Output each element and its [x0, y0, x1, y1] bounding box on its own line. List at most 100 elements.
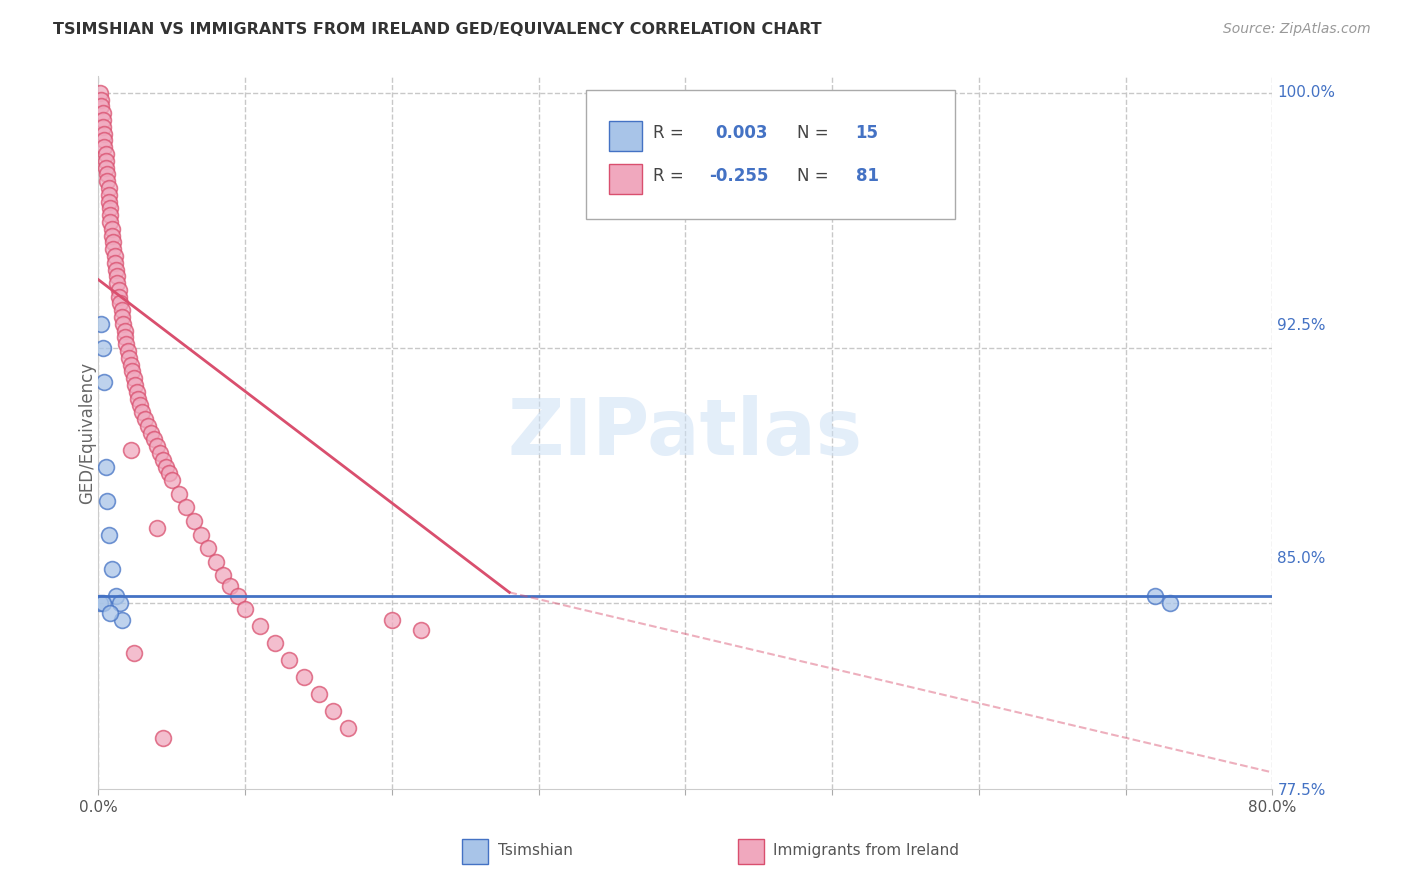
Point	[219, 578, 242, 592]
Point	[93, 133, 115, 147]
Point	[176, 500, 198, 515]
Point	[90, 93, 112, 107]
Text: N =: N =	[797, 167, 834, 185]
Point	[93, 140, 115, 154]
Point	[115, 337, 138, 351]
Point	[93, 127, 115, 141]
Point	[90, 317, 112, 331]
Point	[105, 262, 128, 277]
Point	[114, 324, 136, 338]
Point	[381, 613, 404, 627]
Point	[149, 446, 172, 460]
Point	[94, 161, 117, 175]
Y-axis label: GED/Equivalency: GED/Equivalency	[79, 361, 96, 504]
Point	[101, 242, 124, 256]
Point	[96, 167, 118, 181]
Point	[103, 256, 125, 270]
Point	[103, 249, 125, 263]
Point	[97, 527, 120, 541]
Bar	[463, 839, 488, 864]
Point	[336, 721, 359, 735]
Point	[108, 290, 131, 304]
Point	[98, 208, 121, 222]
Point	[111, 613, 134, 627]
Point	[122, 647, 145, 661]
Point	[157, 467, 180, 481]
Bar	[609, 163, 643, 194]
Text: 15: 15	[856, 124, 879, 142]
Point	[89, 595, 111, 609]
Point	[308, 687, 330, 701]
Point	[93, 375, 115, 389]
Point	[96, 174, 118, 188]
Point	[125, 384, 148, 399]
Point	[89, 86, 111, 100]
Text: 0.003: 0.003	[714, 124, 768, 142]
Point	[197, 541, 219, 556]
Point	[1159, 595, 1181, 609]
Point	[94, 459, 117, 474]
Point	[97, 194, 120, 209]
Point	[128, 399, 150, 413]
Bar	[609, 120, 643, 151]
Text: 81: 81	[856, 167, 879, 185]
Text: Source: ZipAtlas.com: Source: ZipAtlas.com	[1223, 22, 1371, 37]
Point	[190, 527, 212, 541]
Point	[131, 405, 153, 419]
Point	[249, 619, 271, 633]
Point	[226, 589, 249, 603]
Point	[411, 623, 433, 637]
Text: TSIMSHIAN VS IMMIGRANTS FROM IRELAND GED/EQUIVALENCY CORRELATION CHART: TSIMSHIAN VS IMMIGRANTS FROM IRELAND GED…	[53, 22, 823, 37]
Point	[112, 317, 135, 331]
Point	[134, 412, 156, 426]
Point	[152, 452, 174, 467]
Point	[117, 344, 139, 359]
Point	[141, 425, 163, 440]
Point	[114, 330, 136, 344]
Point	[146, 521, 169, 535]
Point	[96, 493, 118, 508]
Point	[121, 364, 143, 378]
Point	[90, 99, 112, 113]
Point	[97, 181, 120, 195]
Point	[98, 202, 121, 216]
Point	[205, 555, 228, 569]
Point	[94, 147, 117, 161]
Point	[91, 341, 114, 355]
Point	[212, 568, 235, 582]
Text: Tsimshian: Tsimshian	[498, 843, 572, 857]
Point	[110, 296, 132, 310]
Point	[108, 283, 131, 297]
Point	[124, 378, 146, 392]
Point	[118, 351, 141, 365]
Point	[111, 303, 134, 318]
Point	[233, 602, 256, 616]
Point	[127, 392, 149, 406]
Point	[91, 113, 114, 128]
Text: R =: R =	[652, 124, 689, 142]
Point	[98, 606, 121, 620]
Point	[91, 595, 114, 609]
Point	[110, 595, 132, 609]
Text: ZIPatlas: ZIPatlas	[508, 394, 863, 471]
Point	[143, 433, 166, 447]
Point	[136, 418, 159, 433]
Text: R =: R =	[652, 167, 689, 185]
Point	[160, 473, 183, 487]
Point	[111, 310, 134, 324]
Point	[94, 153, 117, 168]
Point	[167, 487, 190, 501]
Text: -0.255: -0.255	[709, 167, 768, 185]
Point	[97, 187, 120, 202]
Point	[322, 704, 344, 718]
Text: Immigrants from Ireland: Immigrants from Ireland	[773, 843, 959, 857]
Point	[105, 589, 128, 603]
Point	[100, 561, 122, 575]
Point	[1144, 589, 1167, 603]
Point	[263, 636, 285, 650]
Point	[183, 514, 205, 528]
Point	[100, 221, 122, 235]
Point	[91, 120, 114, 134]
Point	[152, 731, 174, 746]
Point	[120, 358, 142, 372]
